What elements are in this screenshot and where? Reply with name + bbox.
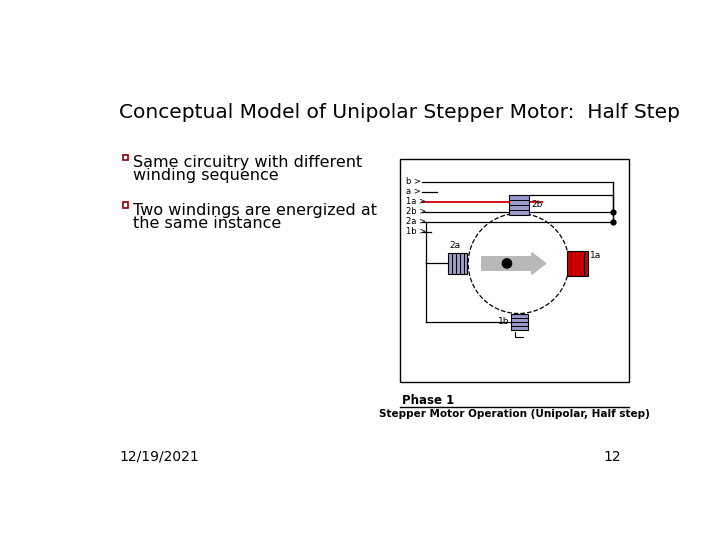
Text: 2a: 2a: [449, 241, 461, 251]
Text: Same circuitry with different: Same circuitry with different: [132, 155, 362, 170]
Text: 12: 12: [603, 450, 621, 464]
Circle shape: [503, 259, 512, 268]
Bar: [400, 159, 629, 382]
Text: 1a >: 1a >: [406, 197, 426, 206]
Text: b >: b >: [406, 177, 421, 186]
Text: 2a >: 2a >: [406, 218, 426, 226]
Polygon shape: [532, 253, 546, 274]
Text: 2b >: 2b >: [406, 207, 426, 217]
Bar: [482, 256, 532, 271]
Bar: [510, 314, 528, 330]
Text: 1b >: 1b >: [406, 227, 426, 237]
Text: Stepper Motor Operation (Unipolar, Half step): Stepper Motor Operation (Unipolar, Half …: [379, 409, 649, 419]
Bar: [122, 202, 128, 208]
Text: 1a: 1a: [590, 251, 601, 260]
Text: winding sequence: winding sequence: [132, 168, 278, 183]
Text: a >: a >: [406, 187, 421, 197]
Text: Phase 1: Phase 1: [402, 394, 454, 407]
Bar: [567, 251, 588, 276]
Text: the same instance: the same instance: [132, 215, 281, 231]
Text: 12/19/2021: 12/19/2021: [120, 450, 199, 464]
Text: 2b: 2b: [531, 200, 542, 210]
Bar: [508, 195, 528, 215]
Text: 1b: 1b: [498, 318, 509, 327]
Text: Conceptual Model of Unipolar Stepper Motor:  Half Step: Conceptual Model of Unipolar Stepper Mot…: [120, 103, 680, 122]
Text: Two windings are energized at: Two windings are energized at: [132, 202, 377, 218]
Bar: [448, 253, 467, 274]
Bar: [122, 154, 128, 160]
